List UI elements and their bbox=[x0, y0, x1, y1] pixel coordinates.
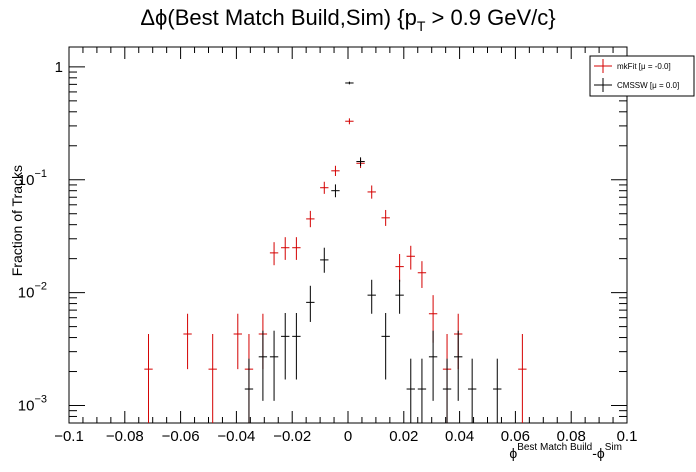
series-1 bbox=[244, 81, 502, 423]
y-tick-label-base: 10 bbox=[18, 172, 35, 189]
y-tick-label-base: 1 bbox=[55, 59, 63, 76]
data-point bbox=[258, 330, 268, 401]
x-tick-label: 0.1 bbox=[617, 428, 638, 445]
data-point bbox=[244, 358, 254, 423]
chart-title-subscript: T bbox=[417, 18, 426, 34]
y-tick-label-exponent: −1 bbox=[34, 168, 47, 180]
data-point bbox=[233, 313, 242, 370]
legend-cmssw-label: CMSSW [μ = 0.0] bbox=[617, 81, 679, 90]
data-point bbox=[144, 334, 153, 423]
data-point bbox=[345, 81, 354, 85]
x-axis-title-mid: -ϕ bbox=[592, 445, 605, 461]
y-axis-title: Fraction of Tracks bbox=[9, 165, 25, 276]
data-point bbox=[442, 358, 452, 423]
data-point bbox=[417, 358, 427, 423]
data-point bbox=[292, 313, 301, 380]
data-point bbox=[281, 237, 290, 260]
y-tick-label-exponent: −3 bbox=[34, 394, 47, 406]
y-tick-label-exponent: −2 bbox=[34, 281, 47, 293]
data-point bbox=[454, 330, 463, 401]
data-point bbox=[417, 261, 427, 288]
data-point bbox=[269, 330, 279, 401]
x-tick-label: 0.02 bbox=[389, 428, 418, 445]
x-tick-label: 0.06 bbox=[501, 428, 530, 445]
x-tick-label: 0.04 bbox=[445, 428, 474, 445]
chart-title: Δϕ(Best Match Build,Sim) {pT > 0.9 GeV/c… bbox=[140, 5, 555, 34]
x-tick-label: −0.06 bbox=[162, 428, 200, 445]
data-point bbox=[367, 279, 376, 314]
x-tick-label: −0.02 bbox=[273, 428, 311, 445]
data-point bbox=[518, 334, 527, 423]
chart-title-main: Δϕ(Best Match Build,Sim) {p bbox=[140, 5, 416, 30]
data-point bbox=[292, 237, 301, 260]
data-point bbox=[208, 334, 217, 423]
data-point bbox=[406, 358, 415, 423]
y-tick-label-base: 10 bbox=[18, 285, 35, 302]
data-point bbox=[395, 253, 404, 282]
data-point bbox=[493, 358, 502, 423]
legend-mkfit-label: mkFit [μ = -0.0] bbox=[617, 62, 671, 71]
data-point bbox=[320, 181, 329, 194]
y-tick-label: 10−1 bbox=[18, 168, 47, 189]
data-point bbox=[281, 313, 290, 380]
chart-title-rest: > 0.9 GeV/c} bbox=[425, 5, 555, 30]
y-tick-label: 1 bbox=[55, 59, 63, 76]
data-point bbox=[381, 313, 390, 380]
data-point bbox=[331, 184, 340, 198]
legend: mkFit [μ = -0.0] CMSSW [μ = 0.0] bbox=[589, 55, 695, 97]
data-point bbox=[345, 118, 354, 125]
axes-group: −0.1 −0.08 −0.06 −0.04 −0.02 0 0.02 0.04 0.06 0.0… bbox=[18, 47, 638, 445]
x-tick-label: −0.04 bbox=[217, 428, 255, 445]
legend-box bbox=[589, 55, 695, 97]
x-tick-label: −0.1 bbox=[54, 428, 84, 445]
data-point bbox=[381, 209, 390, 226]
y-tick-label: 10−2 bbox=[18, 281, 47, 302]
x-axis-title-sup1: Best Match Build bbox=[517, 442, 592, 453]
data-point bbox=[331, 165, 340, 176]
data-point bbox=[306, 285, 315, 322]
data-point bbox=[269, 242, 279, 266]
x-tick-label: 0 bbox=[344, 428, 352, 445]
data-point bbox=[320, 247, 329, 273]
data-point bbox=[367, 185, 376, 199]
x-axis-title: ϕBest Match Build-ϕSim bbox=[509, 442, 622, 461]
x-tick-label: 0.08 bbox=[557, 428, 586, 445]
y-tick-label-base: 10 bbox=[18, 398, 35, 415]
data-point bbox=[306, 210, 315, 228]
x-axis-title-phi: ϕ bbox=[509, 445, 517, 461]
data-point bbox=[395, 279, 404, 314]
x-axis-title-sup2: Sim bbox=[605, 442, 622, 453]
data-point bbox=[467, 358, 477, 423]
data-point bbox=[183, 313, 192, 370]
y-tick-label: 10−3 bbox=[18, 394, 47, 415]
data-point bbox=[356, 157, 365, 167]
marks-group bbox=[144, 81, 527, 423]
x-tick-label: −0.08 bbox=[106, 428, 144, 445]
data-point bbox=[428, 330, 438, 401]
data-point bbox=[406, 245, 415, 270]
